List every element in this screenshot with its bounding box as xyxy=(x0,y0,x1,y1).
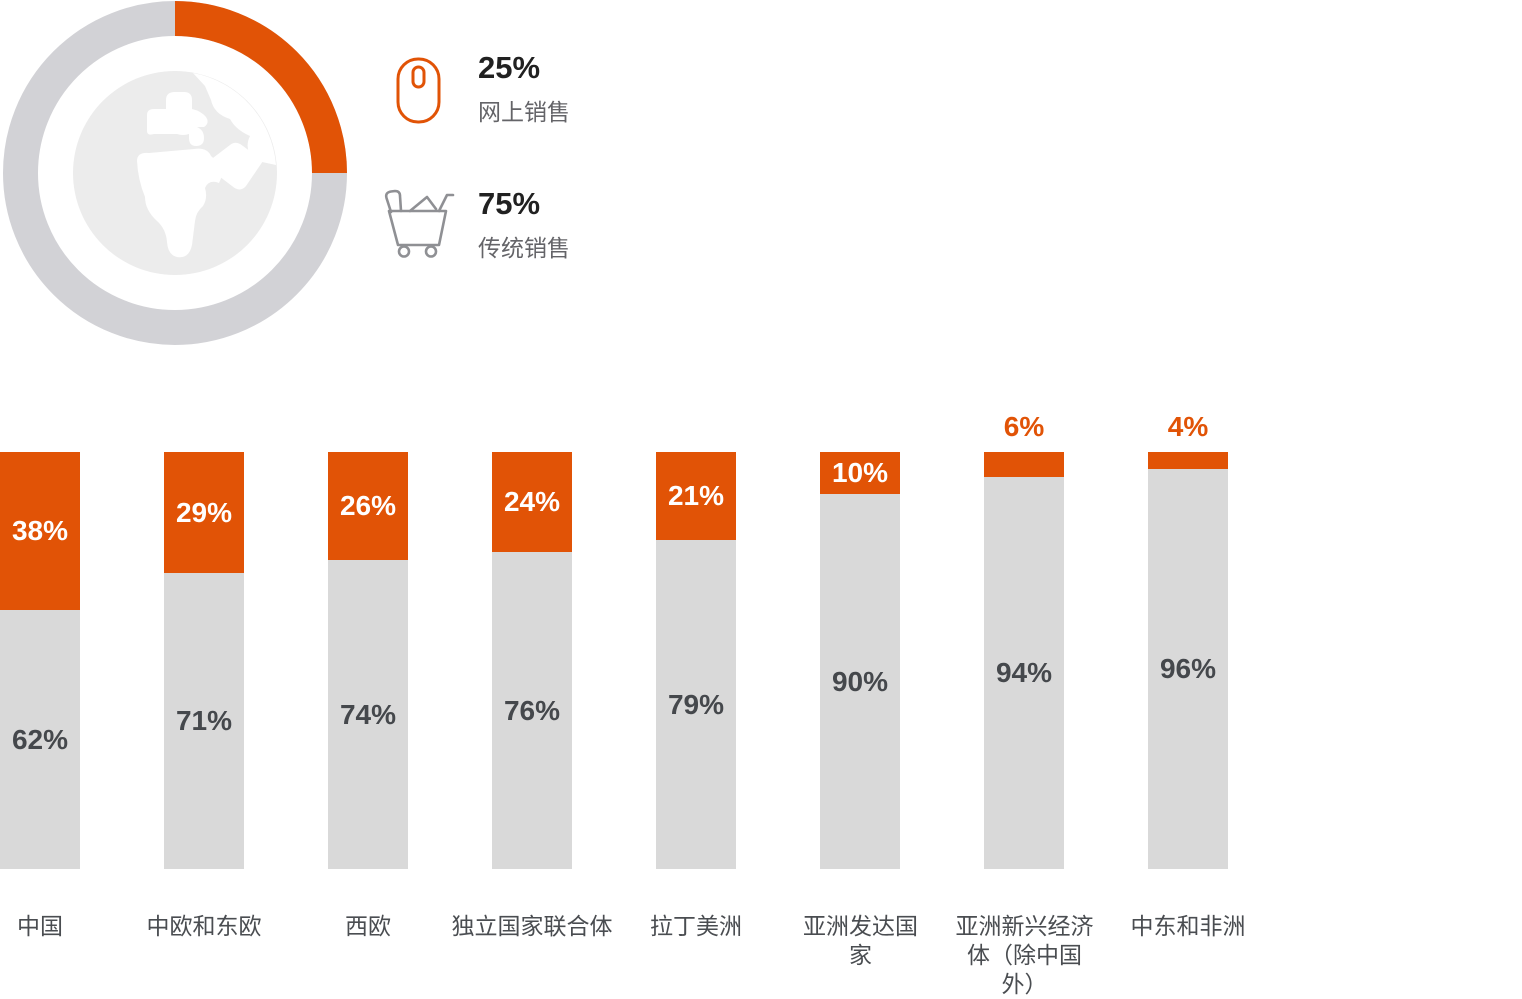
bar-value-traditional: 76% xyxy=(503,694,561,726)
bar-value-traditional: 62% xyxy=(11,723,69,755)
bar-category-label: 亚洲发达国家 xyxy=(803,913,918,968)
bar-segment-traditional: 71% xyxy=(164,573,244,869)
bar-category-label: 中国 xyxy=(17,913,63,939)
bar-category-label: 中东和非洲 xyxy=(1130,913,1246,939)
bar-segment-traditional: 90% xyxy=(820,494,900,869)
bar-segment-online xyxy=(1148,452,1228,469)
bar-segment-traditional: 94% xyxy=(984,477,1064,869)
bar-value-online-above: 4% xyxy=(1167,411,1209,442)
bar-segment-online: 38% xyxy=(0,452,80,610)
bar-value-online-above: 6% xyxy=(1003,411,1045,442)
globe-land-africa xyxy=(137,148,225,258)
bar-column: 10% 90% xyxy=(820,452,900,869)
bar-value-online: 29% xyxy=(175,496,233,528)
bar-segment-online: 10% xyxy=(820,452,900,494)
bar-value-traditional: 96% xyxy=(1159,653,1217,684)
bar-segment-online: 29% xyxy=(164,452,244,573)
bar-value-traditional: 71% xyxy=(175,705,233,736)
bar-value-traditional: 74% xyxy=(339,698,397,730)
legend-label-online: 网上销售 xyxy=(478,98,570,125)
bar-value-online: 10% xyxy=(831,457,889,488)
bar-category-label: 独立国家联合体 xyxy=(451,913,613,939)
globe-land-europe xyxy=(147,92,208,146)
bar-segment-online: 26% xyxy=(328,452,408,560)
bar-column: 24% 76% xyxy=(492,452,572,869)
legend-value-online: 25% xyxy=(478,50,541,85)
bar-column: 4% 96% xyxy=(1148,411,1228,869)
bar-column: 6% 94% xyxy=(984,411,1064,869)
bar-segment-traditional: 62% xyxy=(0,610,80,869)
bar-segment-traditional: 96% xyxy=(1148,469,1228,869)
bar-value-online: 24% xyxy=(503,486,561,517)
bar-column: 26% 74% xyxy=(328,452,408,869)
bar-segment-traditional: 74% xyxy=(328,560,408,869)
legend-label-traditional: 传统销售 xyxy=(478,234,570,261)
donut-arc-online xyxy=(174,1,347,174)
bar-segment-online xyxy=(984,452,1064,477)
bar-column: 38% 62% xyxy=(0,452,80,869)
bar-value-online: 21% xyxy=(667,480,725,511)
bar-segment-traditional: 79% xyxy=(656,540,736,869)
bar-value-traditional: 94% xyxy=(995,657,1053,688)
bar-value-traditional: 90% xyxy=(831,665,889,697)
globe-land-arabia xyxy=(207,142,263,190)
legend-value-traditional: 75% xyxy=(478,186,541,221)
bar-value-online: 26% xyxy=(339,490,397,521)
bar-segment-online: 21% xyxy=(656,452,736,540)
mouse-icon xyxy=(396,57,441,124)
bar-category-label: 中欧和东欧 xyxy=(146,913,262,939)
bar-category-label: 亚洲新兴经济体（除中国外） xyxy=(955,913,1094,997)
globe-land-asia xyxy=(193,73,276,165)
bar-column: 29% 71% xyxy=(164,452,244,869)
cart-icon xyxy=(384,189,455,258)
bar-segment-traditional: 76% xyxy=(492,552,572,869)
donut-chart xyxy=(3,1,347,345)
bar-category-label: 西欧 xyxy=(345,913,391,939)
bar-column: 21% 79% xyxy=(656,452,736,869)
bar-segment-online: 24% xyxy=(492,452,572,552)
bar-category-label: 拉丁美洲 xyxy=(650,913,742,939)
bar-value-online: 38% xyxy=(11,515,69,546)
bar-value-traditional: 79% xyxy=(667,688,725,720)
